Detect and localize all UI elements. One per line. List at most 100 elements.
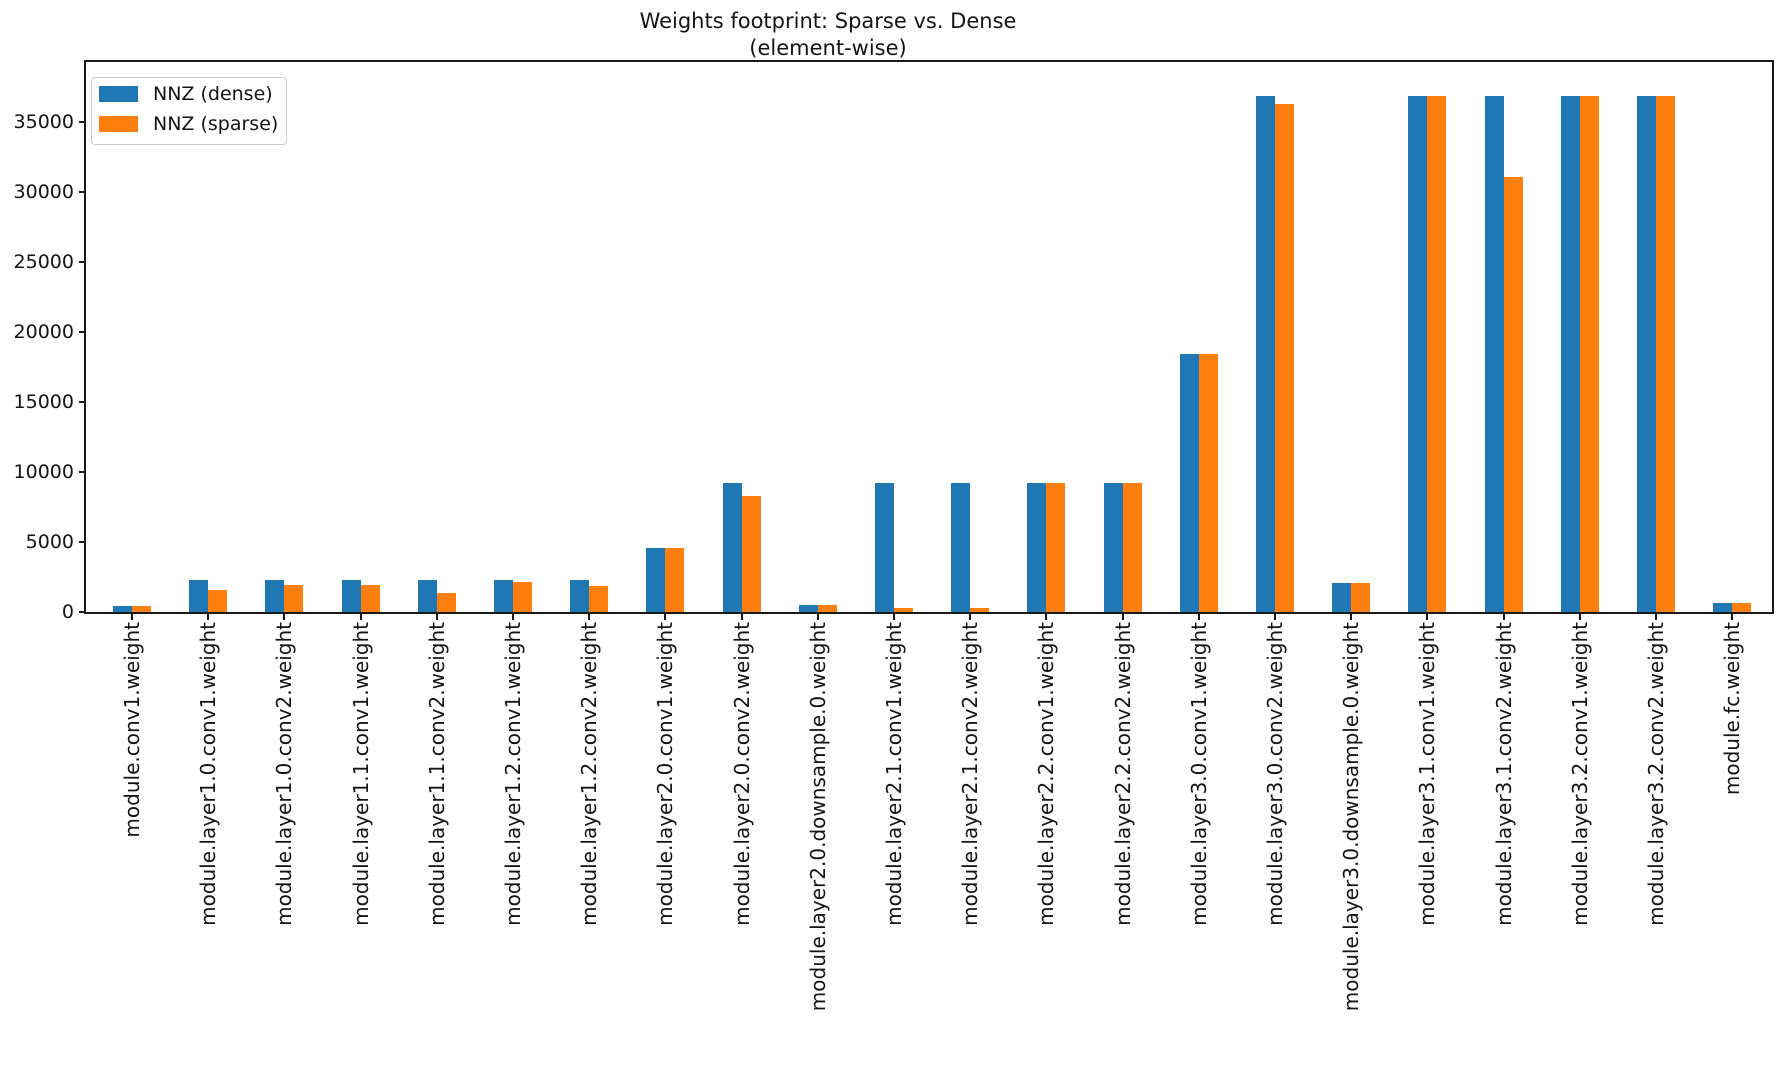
x-tick-label: module.layer1.0.conv1.weight — [196, 622, 221, 926]
bar-dense — [1027, 483, 1047, 612]
x-tick-mark — [283, 614, 286, 620]
x-tick-mark — [816, 614, 819, 620]
y-tick-mark — [79, 191, 86, 194]
x-tick-label: module.layer3.2.conv1.weight — [1567, 622, 1592, 926]
x-tick-label: module.layer2.0.conv1.weight — [653, 622, 678, 926]
chart-title-line1: Weights footprint: Sparse vs. Dense — [639, 9, 1017, 33]
x-tick-label: module.layer2.0.conv2.weight — [729, 622, 754, 926]
y-tick-label: 20000 — [13, 321, 74, 344]
x-tick-mark — [435, 614, 438, 620]
x-tick-label: module.layer2.2.conv2.weight — [1110, 622, 1135, 926]
y-tick-mark — [79, 611, 86, 613]
x-tick-label: module.layer2.1.conv2.weight — [958, 622, 983, 926]
x-tick-label: module.layer3.1.conv1.weight — [1415, 622, 1440, 926]
bar-sparse — [894, 608, 913, 612]
bar-dense — [189, 580, 209, 612]
bar-dense — [494, 580, 513, 612]
bar-dense — [875, 483, 894, 612]
y-tick-mark — [79, 121, 86, 124]
plot-frame — [84, 60, 1774, 614]
bar-sparse — [1351, 583, 1371, 612]
x-tick-mark — [588, 614, 591, 620]
x-tick-label: module.layer1.2.conv2.weight — [577, 622, 602, 926]
bar-sparse — [970, 608, 990, 612]
bar-dense — [1560, 96, 1580, 612]
bar-dense — [113, 606, 132, 612]
y-tick-label: 0 — [61, 601, 74, 623]
x-tick-mark — [1121, 614, 1124, 620]
x-tick-label: module.layer1.0.conv2.weight — [272, 622, 297, 926]
y-tick-label: 25000 — [13, 251, 74, 274]
x-tick-mark — [664, 614, 667, 620]
x-tick-mark — [1197, 614, 1200, 620]
bar-dense — [417, 580, 437, 612]
x-tick-label: module.layer1.1.conv2.weight — [424, 622, 449, 926]
bar-dense — [1484, 96, 1504, 612]
bar-sparse — [513, 582, 532, 612]
x-tick-mark — [1731, 614, 1734, 620]
bar-sparse — [1427, 96, 1447, 612]
bar-sparse — [1046, 483, 1066, 612]
legend-entry-sparse: NNZ (sparse) — [99, 113, 286, 135]
chart-title: Weights footprint: Sparse vs. Dense (ele… — [0, 8, 1656, 62]
bar-dense — [265, 580, 285, 612]
bar-dense — [951, 483, 971, 612]
bar-sparse — [741, 496, 761, 612]
legend-swatch-dense — [99, 86, 138, 102]
x-tick-label: module.layer3.0.conv1.weight — [1186, 622, 1211, 926]
y-tick-mark — [79, 541, 86, 544]
y-tick-label: 35000 — [13, 111, 74, 134]
y-tick-label: 5000 — [25, 531, 74, 554]
bar-dense — [722, 483, 742, 612]
bar-sparse — [817, 605, 837, 612]
legend-swatch-sparse — [99, 116, 138, 132]
bar-dense — [798, 605, 818, 612]
y-tick-label: 30000 — [13, 181, 74, 204]
y-tick-mark — [79, 331, 86, 334]
bar-sparse — [360, 585, 380, 612]
bar-dense — [1637, 96, 1656, 612]
x-tick-label: module.layer3.1.conv2.weight — [1491, 622, 1516, 926]
bar-dense — [646, 548, 666, 612]
x-tick-label: module.layer3.0.downsample.0.weight — [1339, 622, 1364, 1012]
legend-label-sparse: NNZ (sparse) — [153, 113, 279, 135]
x-tick-label: module.layer1.2.conv1.weight — [501, 622, 525, 926]
bar-sparse — [589, 586, 609, 612]
x-tick-label: module.layer3.0.conv2.weight — [1263, 622, 1287, 926]
y-tick-mark — [79, 471, 86, 474]
x-tick-mark — [893, 614, 895, 620]
x-tick-label: module.layer1.1.conv1.weight — [348, 622, 373, 926]
legend-label-dense: NNZ (dense) — [153, 83, 273, 105]
y-tick-mark — [79, 401, 86, 404]
x-tick-mark — [1578, 614, 1581, 620]
bar-sparse — [132, 606, 151, 612]
y-tick-label: 10000 — [13, 461, 74, 484]
y-tick-mark — [79, 261, 86, 264]
bar-sparse — [208, 590, 228, 612]
bar-dense — [1103, 483, 1123, 612]
x-tick-label: module.conv1.weight — [120, 622, 144, 838]
x-tick-mark — [1502, 614, 1505, 620]
bar-sparse — [1198, 354, 1218, 612]
x-tick-mark — [1655, 614, 1657, 620]
y-tick-label: 15000 — [13, 391, 74, 414]
bar-dense — [341, 580, 361, 612]
x-tick-label: module.fc.weight — [1720, 622, 1745, 796]
x-tick-label: module.layer2.1.conv1.weight — [882, 622, 906, 926]
bar-dense — [1179, 354, 1199, 612]
bar-dense — [1408, 96, 1428, 612]
bar-dense — [1256, 96, 1275, 612]
x-tick-label: module.layer3.2.conv2.weight — [1644, 622, 1668, 926]
x-tick-mark — [1045, 614, 1048, 620]
bar-dense — [1332, 583, 1352, 612]
chart-title-line2: (element-wise) — [749, 36, 907, 60]
bar-sparse — [284, 585, 304, 612]
x-tick-mark — [1350, 614, 1353, 620]
bar-dense — [570, 580, 590, 612]
bar-sparse — [1656, 96, 1675, 612]
bar-sparse — [1732, 603, 1752, 612]
x-tick-mark — [131, 614, 133, 620]
legend: NNZ (dense) NNZ (sparse) — [91, 77, 287, 145]
legend-entry-dense: NNZ (dense) — [99, 83, 286, 105]
